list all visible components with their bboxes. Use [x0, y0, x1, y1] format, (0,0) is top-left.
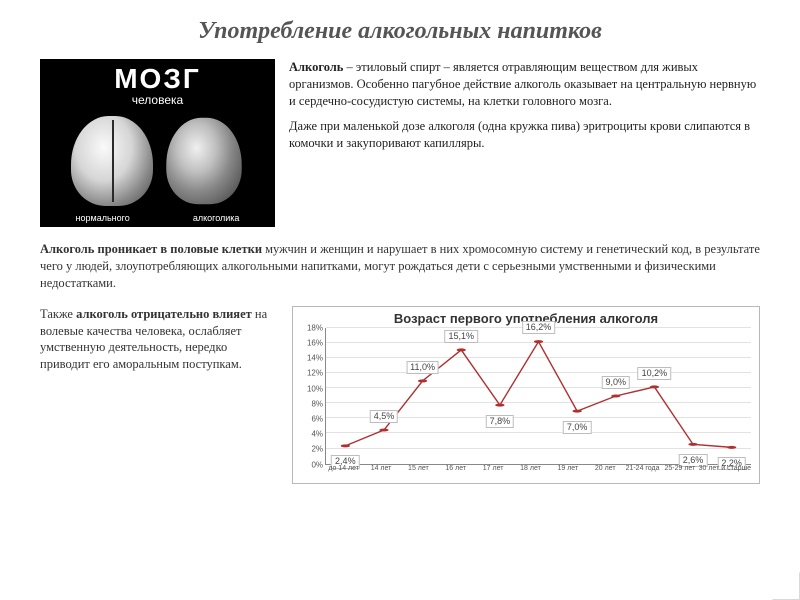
para4-pre: Также	[40, 307, 76, 321]
chart-line	[326, 328, 751, 464]
chart-x-label: 20 лет	[587, 465, 624, 481]
chart-x-axis: до 14 лет14 лет15 лет16 лет17 лет18 лет1…	[325, 465, 751, 481]
top-row: МОЗГ человека нормального алкоголика Алк…	[40, 59, 760, 227]
chart-data-label: 15,1%	[444, 330, 478, 343]
brain-subheading: человека	[132, 93, 183, 107]
chart-y-tick: 0%	[311, 460, 323, 469]
chart-x-label: 18 лет	[512, 465, 549, 481]
chart-x-label: 19 лет	[549, 465, 586, 481]
chart-x-label: 30 лет и старше	[699, 465, 751, 481]
para1-lead: Алкоголь	[289, 60, 343, 74]
brain-label-alcoholic: алкоголика	[193, 213, 240, 223]
chart-x-label: 21-24 года	[624, 465, 661, 481]
chart-y-tick: 2%	[311, 445, 323, 454]
chart-x-label: 15 лет	[400, 465, 437, 481]
para1-rest: – этиловый спирт – является отравляющим …	[289, 60, 756, 108]
chart-x-label: 17 лет	[474, 465, 511, 481]
chart-y-tick: 10%	[307, 384, 323, 393]
chart-x-label: 25-29 лет	[661, 465, 698, 481]
paragraph-1: Алкоголь – этиловый спирт – является отр…	[289, 59, 760, 110]
age-chart: Возраст первого употребления алкоголя 0%…	[292, 306, 760, 484]
chart-data-label: 11,0%	[406, 361, 439, 374]
chart-y-tick: 6%	[311, 414, 323, 423]
chart-x-label: 16 лет	[437, 465, 474, 481]
chart-data-label: 9,0%	[602, 376, 631, 389]
chart-data-label: 10,2%	[638, 367, 672, 380]
brain-normal-shape	[71, 116, 153, 206]
paragraph-2: Даже при маленькой дозе алкоголя (одна к…	[289, 118, 760, 152]
paragraph-4: Также алкоголь отрицательно влияет на во…	[40, 306, 278, 374]
para4-bold: алкоголь отрицательно влияет	[76, 307, 252, 321]
chart-y-tick: 4%	[311, 430, 323, 439]
chart-data-label: 4,5%	[370, 410, 399, 423]
page-corner-fold-icon	[772, 572, 800, 600]
brain-comparison-image: МОЗГ человека нормального алкоголика	[40, 59, 275, 227]
bottom-row: Также алкоголь отрицательно влияет на во…	[40, 306, 760, 484]
page-title: Употребление алкогольных напитков	[40, 18, 760, 45]
chart-plot: 2,4%4,5%11,0%15,1%7,8%16,2%7,0%9,0%10,2%…	[325, 328, 751, 465]
chart-y-axis: 0%2%4%6%8%10%12%14%16%18%	[299, 328, 325, 465]
chart-y-tick: 16%	[307, 338, 323, 347]
chart-y-tick: 18%	[307, 323, 323, 332]
chart-x-label: до 14 лет	[325, 465, 362, 481]
chart-y-tick: 14%	[307, 354, 323, 363]
chart-y-tick: 8%	[311, 399, 323, 408]
chart-data-label: 7,8%	[486, 415, 515, 428]
paragraph-3: Алкоголь проникает в половые клетки мужч…	[40, 241, 760, 292]
para3-lead: Алкоголь проникает в половые клетки	[40, 242, 262, 256]
chart-y-tick: 12%	[307, 369, 323, 378]
chart-data-label: 16,2%	[522, 321, 556, 334]
brain-label-normal: нормального	[76, 213, 130, 223]
brain-heading: МОЗГ	[114, 65, 201, 93]
chart-x-label: 14 лет	[362, 465, 399, 481]
chart-data-label: 7,0%	[563, 421, 592, 434]
brain-alcoholic-shape	[166, 118, 241, 204]
intro-text: Алкоголь – этиловый спирт – является отр…	[289, 59, 760, 227]
